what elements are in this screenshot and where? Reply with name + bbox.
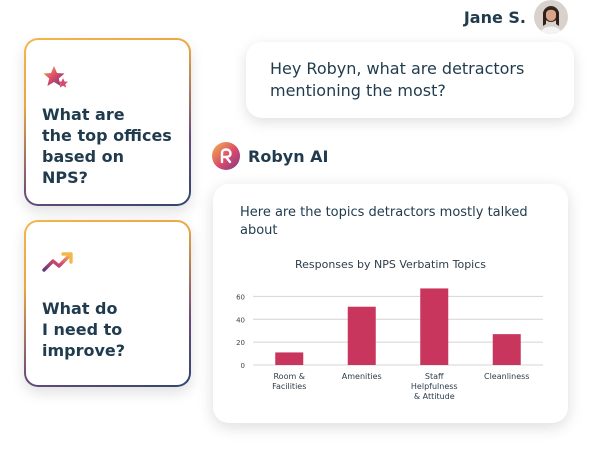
x-tick-label: Staff Helpfulness & Attitude — [411, 372, 458, 401]
suggestion-title: What are the top offices based on NPS? — [42, 105, 172, 187]
robyn-logo-icon — [212, 142, 240, 170]
bar-chart: 0 20 40 60 Room & Facilities Amenities Staff Hel… — [236, 288, 543, 401]
chart-title: Responses by NPS Verbatim Topics — [294, 258, 487, 271]
y-tick-label: 20 — [236, 339, 245, 347]
y-tick-label: 0 — [241, 362, 245, 370]
star-icon — [42, 64, 70, 92]
suggestion-title: What do I need to improve? — [42, 299, 126, 360]
suggestion-card-improve[interactable]: What do I need to improve? — [24, 220, 191, 387]
x-tick-label: Cleanliness — [484, 372, 529, 381]
y-tick-label: 40 — [236, 316, 245, 324]
user-header: Jane S. — [464, 0, 568, 34]
assistant-header: Robyn AI — [212, 142, 329, 170]
y-tick-label: 60 — [236, 293, 245, 301]
user-name: Jane S. — [463, 7, 526, 27]
bar — [492, 334, 521, 365]
suggestion-card-top-offices[interactable]: What are the top offices based on NPS? — [24, 38, 191, 206]
bar — [420, 288, 449, 365]
bar — [347, 306, 376, 365]
assistant-name: Robyn AI — [248, 146, 329, 166]
assistant-message-bubble: Here are the topics detractors mostly ta… — [213, 184, 568, 423]
user-avatar — [534, 0, 568, 34]
trend-up-icon — [42, 250, 74, 274]
x-tick-label: Amenities — [342, 372, 382, 381]
bar — [275, 352, 304, 365]
user-message-bubble: Hey Robyn, what are detractors mentionin… — [246, 42, 574, 118]
x-tick-label: Room & Facilities — [272, 372, 306, 391]
assistant-message-text: Here are the topics detractors mostly ta… — [240, 205, 528, 238]
